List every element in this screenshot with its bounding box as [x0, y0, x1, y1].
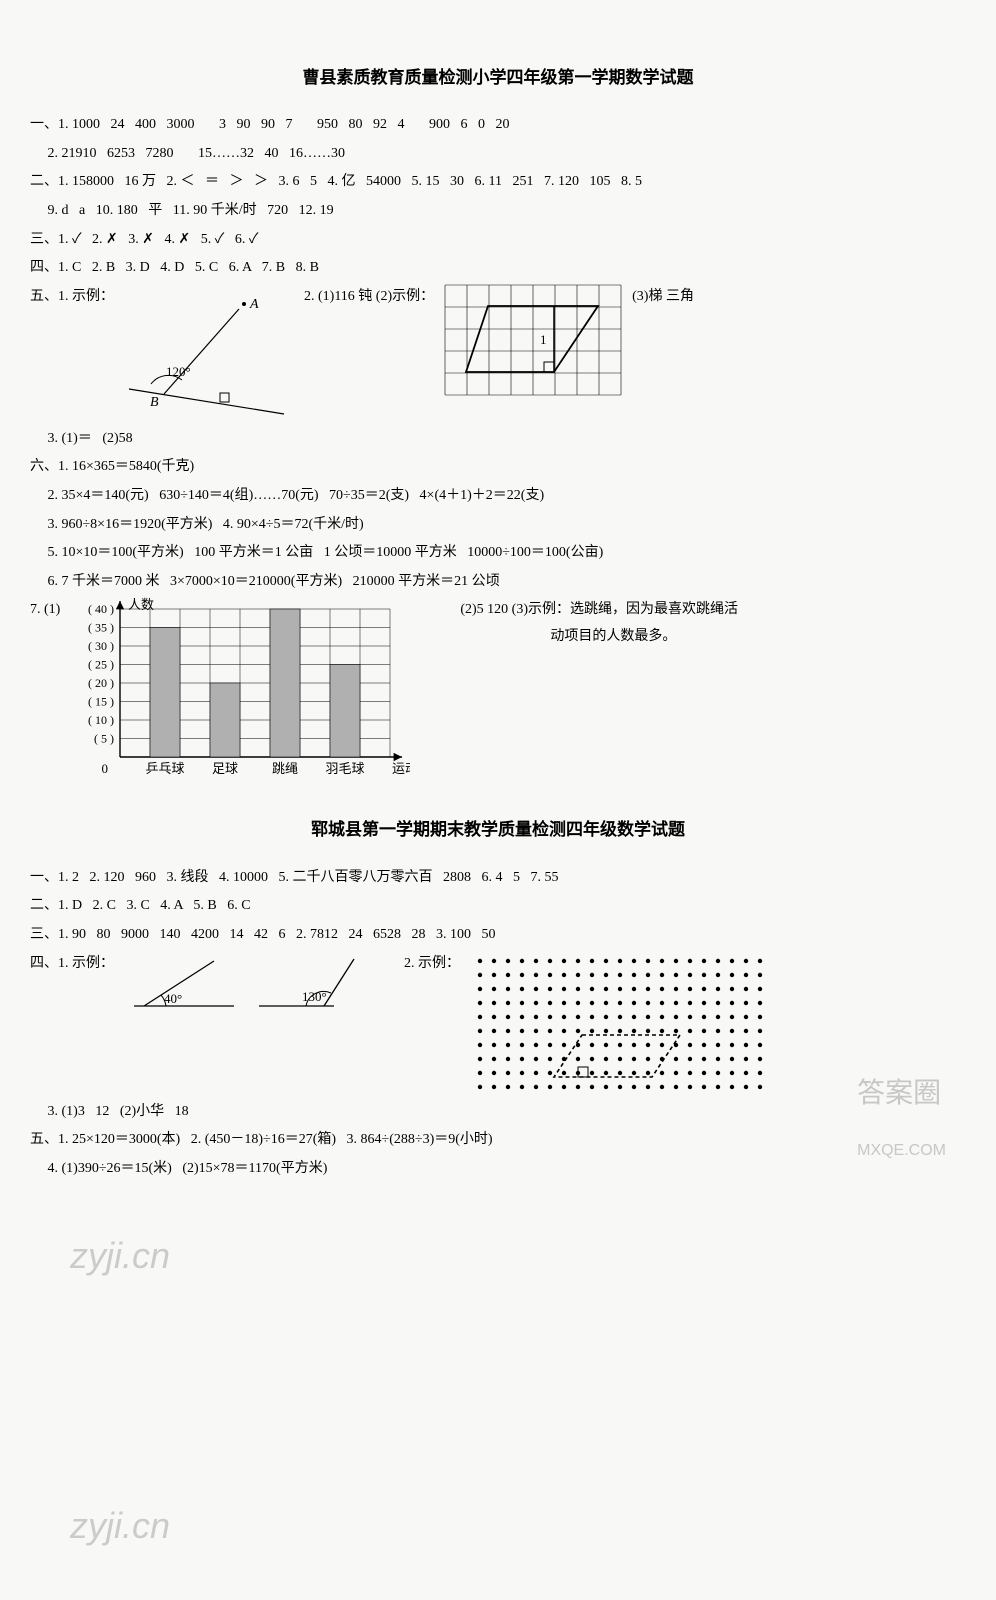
- exam2-title: 郓城县第一学期期末教学质量检测四年级数学试题: [30, 814, 966, 846]
- e2-s4-row: 四、1. 示例： 40° 130° 2. 示例：: [30, 951, 966, 1097]
- e1-s7-right2: 动项目的人数最多。: [460, 624, 966, 651]
- svg-text:足球: 足球: [212, 761, 238, 776]
- angle-40-figure: 40°: [124, 951, 244, 1021]
- dot-grid-figure: [470, 951, 770, 1097]
- e1-s6-1: 六、1. 16×365＝5840(千克): [30, 454, 966, 481]
- svg-text:( 10 ): ( 10 ): [88, 713, 114, 727]
- svg-text:人数: 人数: [128, 597, 154, 612]
- e2-s4-3: 3. (1)3 12 (2)小华 18: [30, 1099, 966, 1126]
- e1-s7-row: 7. (1) ( 5 ) ( 10 ) ( 15 ) ( 20 ) ( 25 ) ( 30…: [30, 597, 966, 802]
- svg-text:跳绳: 跳绳: [272, 761, 298, 776]
- e1-s5-end: (3)梯 三角: [632, 284, 694, 311]
- svg-text:( 5 ): ( 5 ): [94, 732, 114, 746]
- e1-s6-6: 6. 7 千米＝7000 米 3×7000×10＝210000(平方米) 210…: [30, 569, 966, 596]
- bar-chart: ( 5 ) ( 10 ) ( 15 ) ( 20 ) ( 25 ) ( 30 ) ( 35 …: [70, 597, 410, 802]
- svg-text:( 35 ): ( 35 ): [88, 621, 114, 635]
- exam1-title: 曹县素质教育质量检测小学四年级第一学期数学试题: [30, 62, 966, 94]
- e2-s5-1: 五、1. 25×120＝3000(本) 2. (450－18)÷16＝27(箱)…: [30, 1127, 966, 1154]
- e1-s5-prefix: 五、1. 示例：: [30, 284, 114, 311]
- e1-s1-l1: 一、1. 1000 24 400 3000 3 90 90 7 950 80 9…: [30, 112, 966, 139]
- e2-s1: 一、1. 2 2. 120 960 3. 线段 4. 10000 5. 二千八百…: [30, 865, 966, 892]
- svg-text:( 30 ): ( 30 ): [88, 639, 114, 653]
- e2-s5-4: 4. (1)390÷26＝15(米) (2)15×78＝1170(平方米): [30, 1156, 966, 1183]
- angle-130-figure: 130°: [254, 951, 374, 1021]
- e1-s5-mid: 2. (1)116 钝 (2)示例：: [304, 284, 434, 311]
- e2-s4-prefix: 四、1. 示例：: [30, 951, 114, 978]
- svg-text:( 15 ): ( 15 ): [88, 695, 114, 709]
- e1-s6-3: 3. 960÷8×16＝1920(平方米) 4. 90×4÷5＝72(千米/时): [30, 512, 966, 539]
- svg-text:( 40 ): ( 40 ): [88, 602, 114, 616]
- svg-text:130°: 130°: [302, 989, 327, 1004]
- svg-text:( 20 ): ( 20 ): [88, 676, 114, 690]
- e2-s2: 二、1. D 2. C 3. C 4. A 5. B 6. C: [30, 893, 966, 920]
- svg-text:( 25 ): ( 25 ): [88, 658, 114, 672]
- svg-text:A: A: [249, 297, 259, 312]
- svg-text:1: 1: [540, 332, 547, 347]
- e1-s2b: 9. d a 10. 180 平 11. 90 千米/时 720 12. 19: [30, 198, 966, 225]
- angle-120-figure: A B 120°: [124, 284, 294, 424]
- e1-s7-prefix: 7. (1): [30, 597, 60, 624]
- e1-s5-row: 五、1. 示例： A B 120° 2. (1)116 钝 (2)示例： 1 (3)…: [30, 284, 966, 424]
- e1-s5-3: 3. (1)＝ (2)58: [30, 426, 966, 453]
- e1-s3: 三、1. ✓ 2. ✗ 3. ✗ 4. ✗ 5. ✓ 6. ✓: [30, 227, 966, 254]
- e1-s6-2: 2. 35×4＝140(元) 630÷140＝4(组)……70(元) 70÷35…: [30, 483, 966, 510]
- e2-s4-mid: 2. 示例：: [404, 951, 460, 978]
- svg-text:羽毛球: 羽毛球: [326, 761, 365, 776]
- svg-text:40°: 40°: [164, 991, 182, 1006]
- svg-text:B: B: [150, 395, 159, 410]
- svg-text:0: 0: [102, 761, 109, 776]
- watermark-2: zyji.cn: [70, 1492, 170, 1560]
- svg-text:乒乓球: 乒乓球: [146, 761, 185, 776]
- e1-s6-5: 5. 10×10＝100(平方米) 100 平方米＝1 公亩 1 公顷＝1000…: [30, 540, 966, 567]
- watermark-1: zyji.cn: [70, 1222, 170, 1290]
- grid-parallelogram-figure: 1: [444, 284, 622, 396]
- svg-text:运动项目: 运动项目: [392, 761, 410, 776]
- e1-s1-l2: 2. 21910 6253 7280 15……32 40 16……30: [30, 141, 966, 168]
- e1-s4: 四、1. C 2. B 3. D 4. D 5. C 6. A 7. B 8. …: [30, 255, 966, 282]
- e1-s2: 二、1. 158000 16 万 2. ＜ ＝ ＞ ＞ 3. 6 5 4. 亿 …: [30, 169, 966, 196]
- e2-s3: 三、1. 90 80 9000 140 4200 14 42 6 2. 7812…: [30, 922, 966, 949]
- svg-text:120°: 120°: [166, 364, 191, 379]
- e1-s7-right1: (2)5 120 (3)示例：选跳绳，因为最喜欢跳绳活: [460, 597, 966, 624]
